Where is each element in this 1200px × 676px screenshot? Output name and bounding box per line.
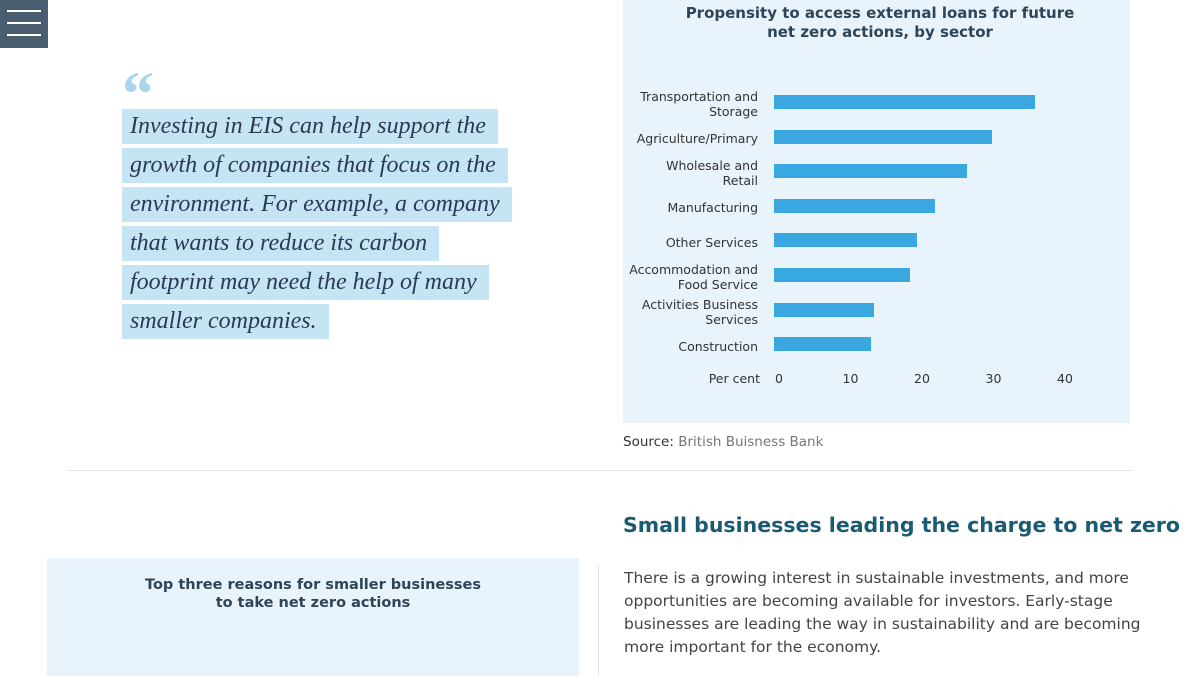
- category-label: Manufacturing: [667, 200, 758, 216]
- x-tick-label: 10: [842, 371, 859, 386]
- bar: [774, 129, 993, 144]
- category-label: Other Services: [665, 234, 758, 250]
- x-tick-label: 0: [775, 371, 783, 386]
- category-label: Construction: [678, 338, 758, 354]
- side-box-title: Top three reasons for smaller businesses…: [145, 577, 481, 611]
- divider: [68, 470, 1133, 471]
- bar: [774, 302, 875, 317]
- bar: [774, 164, 968, 179]
- source: Source: British Buisness Bank: [623, 434, 823, 450]
- side-box: [47, 558, 579, 676]
- menu-button[interactable]: [0, 0, 48, 48]
- menu-bar: [7, 22, 41, 24]
- source-label: Source:: [623, 434, 674, 450]
- quote: Investing in EIS can help support the gr…: [122, 107, 512, 341]
- category-label: Accommodation and Food Service: [629, 262, 758, 292]
- category-label: Wholesale and Retail: [666, 158, 758, 189]
- x-tick-label: 40: [1057, 371, 1073, 386]
- x-tick-label: 30: [985, 371, 1002, 386]
- bar: [774, 198, 935, 213]
- source-text: British Buisness Bank: [678, 434, 824, 450]
- section-paragraph: There is a growing interest in sustainab…: [624, 569, 1141, 656]
- bar: [774, 233, 917, 248]
- chart-title: Propensity to access external loans for …: [685, 4, 1075, 41]
- bar: [774, 337, 871, 352]
- bar: [774, 268, 910, 282]
- x-axis-label: Per cent: [708, 371, 760, 386]
- category-label: Activities Business Services: [641, 296, 758, 327]
- divider: [598, 565, 599, 676]
- quote-text: Investing in EIS can help support the gr…: [122, 109, 512, 339]
- category-label: Transportation and Storage: [640, 89, 758, 119]
- bar: [774, 95, 1035, 109]
- menu-bar: [7, 34, 41, 36]
- category-label: Agriculture/Primary: [636, 131, 758, 147]
- x-tick-label: 20: [914, 371, 930, 386]
- section-heading: Small businesses leading the charge to n…: [623, 513, 1180, 537]
- menu-bar: [7, 10, 41, 12]
